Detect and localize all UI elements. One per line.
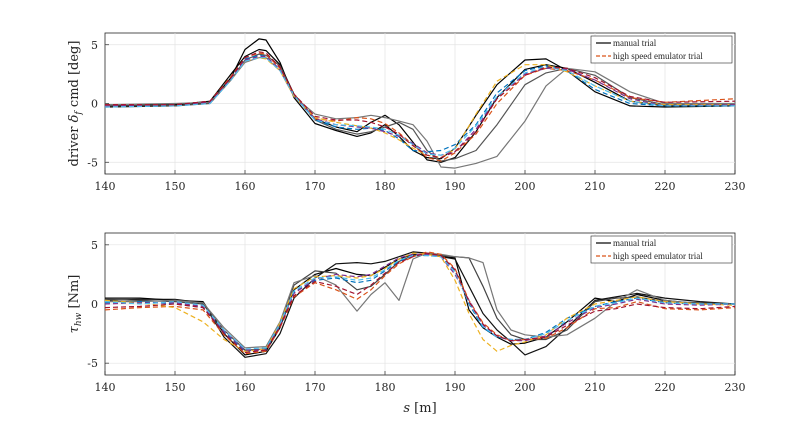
- x-tick-label: 220: [655, 180, 676, 193]
- x-tick-label: 140: [95, 180, 116, 193]
- legend-box-bottom: [590, 235, 733, 264]
- x-tick-label: 140: [95, 381, 116, 394]
- hand-wheel-torque-panel: 140 150 160 170 180 190 200 210 220 230 -5 0 5 τhw […: [67, 232, 746, 416]
- x-tick-label: 160: [235, 381, 256, 394]
- x-axis-label: s [m]: [403, 401, 436, 416]
- x-tick-label: 200: [515, 381, 536, 394]
- x-tick-label: 200: [515, 180, 536, 193]
- legend-bottom: manual trial high speed emulator trial: [590, 235, 733, 264]
- y-tick-label: -5: [87, 357, 98, 370]
- manual-trial-line-2: [105, 53, 735, 162]
- grid-bottom: [105, 233, 735, 375]
- manual-trial-line-3: [104, 57, 735, 169]
- emulator-trial-line-9: [105, 51, 736, 159]
- legend-label-manual-top: manual trial: [613, 38, 657, 48]
- legend-top: manual trial high speed emulator trial: [590, 35, 733, 64]
- y-tick-label: 5: [91, 39, 98, 52]
- manual-trial-line-0: [104, 38, 736, 160]
- x-tick-label: 150: [165, 381, 186, 394]
- x-tick-label: 180: [375, 381, 396, 394]
- manual-trial-line-1: [104, 48, 736, 163]
- x-tick-label: 170: [305, 381, 326, 394]
- x-tick-label: 180: [375, 180, 396, 193]
- x-tick-label: 220: [655, 381, 676, 394]
- x-tick-label: 160: [235, 180, 256, 193]
- x-tick-label: 190: [445, 381, 466, 394]
- y-tick-label: 0: [91, 298, 98, 311]
- x-tick-label: 170: [305, 180, 326, 193]
- ticks-top: 140 150 160 170 180 190 200 210 220 230 -5 0 5: [87, 39, 745, 193]
- legend-label-emulator-top: high speed emulator trial: [613, 51, 703, 61]
- emulator-trial-line-8: [104, 57, 735, 156]
- y-tick-label: -5: [87, 156, 98, 169]
- legend-box-top: [590, 35, 733, 64]
- ticks-bottom: 140 150 160 170 180 190 200 210 220 230 -5 0 5: [87, 239, 745, 394]
- x-tick-label: 210: [585, 381, 606, 394]
- x-tick-label: 230: [725, 381, 746, 394]
- manual-trial-line-1: [104, 251, 736, 358]
- y-tick-label: 0: [91, 98, 98, 111]
- series-top: [104, 38, 736, 169]
- x-tick-label: 190: [445, 180, 466, 193]
- series-bottom: [104, 251, 736, 358]
- legend-label-manual-bottom: manual trial: [613, 238, 657, 248]
- legend-label-emulator-bottom: high speed emulator trial: [613, 251, 703, 261]
- y-axis-label-bottom: τhw [Nm]: [67, 275, 84, 334]
- x-tick-label: 210: [585, 180, 606, 193]
- x-tick-label: 230: [725, 180, 746, 193]
- steering-command-panel: 140 150 160 170 180 190 200 210 220 230 -5 0 5 drive…: [67, 32, 746, 193]
- y-tick-label: 5: [91, 239, 98, 252]
- emulator-trial-line-9: [104, 252, 736, 354]
- emulator-trial-line-5: [104, 251, 736, 355]
- y-axis-label-top: driver δf cmd [deg]: [67, 41, 84, 167]
- x-tick-label: 150: [165, 180, 186, 193]
